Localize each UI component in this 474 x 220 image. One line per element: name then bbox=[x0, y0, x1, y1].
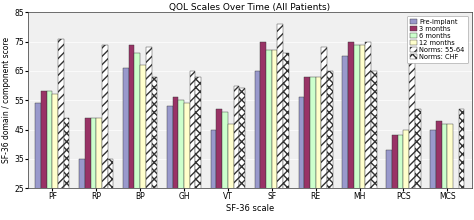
Bar bbox=[430, 130, 436, 220]
X-axis label: SF-36 scale: SF-36 scale bbox=[226, 204, 274, 213]
Bar bbox=[459, 109, 465, 220]
Bar bbox=[91, 118, 96, 220]
Bar bbox=[140, 65, 146, 220]
Bar bbox=[79, 159, 85, 220]
Bar bbox=[260, 42, 266, 220]
Legend: Pre-implant, 3 months, 6 months, 12 months, Norms: 55-64, Norms: CHF: Pre-implant, 3 months, 6 months, 12 mont… bbox=[407, 16, 468, 63]
Bar bbox=[96, 118, 102, 220]
Bar bbox=[108, 159, 113, 220]
Bar bbox=[371, 71, 377, 220]
Bar bbox=[173, 97, 178, 220]
Bar bbox=[46, 92, 52, 220]
Bar bbox=[58, 39, 64, 220]
Bar bbox=[41, 92, 46, 220]
Y-axis label: SF-36 domain / component score: SF-36 domain / component score bbox=[2, 37, 11, 163]
Bar bbox=[167, 106, 173, 220]
Bar bbox=[365, 42, 371, 220]
Bar bbox=[102, 44, 108, 220]
Bar bbox=[129, 44, 135, 220]
Bar bbox=[255, 71, 260, 220]
Bar bbox=[403, 130, 409, 220]
Bar bbox=[222, 112, 228, 220]
Bar bbox=[436, 121, 442, 220]
Bar bbox=[299, 97, 304, 220]
Bar bbox=[348, 42, 354, 220]
Bar bbox=[327, 71, 333, 220]
Bar bbox=[85, 118, 91, 220]
Bar bbox=[386, 150, 392, 220]
Bar bbox=[321, 48, 327, 220]
Bar bbox=[195, 77, 201, 220]
Bar bbox=[360, 44, 365, 220]
Bar bbox=[398, 135, 403, 220]
Bar bbox=[304, 77, 310, 220]
Bar bbox=[190, 71, 195, 220]
Bar bbox=[228, 124, 234, 220]
Bar bbox=[442, 124, 447, 220]
Bar bbox=[277, 24, 283, 220]
Bar bbox=[234, 86, 239, 220]
Bar bbox=[146, 48, 152, 220]
Bar bbox=[35, 103, 41, 220]
Bar bbox=[217, 109, 222, 220]
Bar bbox=[272, 50, 277, 220]
Bar bbox=[266, 50, 272, 220]
Bar bbox=[316, 77, 321, 220]
Bar bbox=[135, 53, 140, 220]
Bar bbox=[64, 118, 70, 220]
Bar bbox=[310, 77, 316, 220]
Bar bbox=[239, 88, 245, 220]
Bar bbox=[123, 68, 129, 220]
Bar bbox=[184, 103, 190, 220]
Bar bbox=[52, 94, 58, 220]
Bar bbox=[415, 109, 420, 220]
Title: QOL Scales Over Time (All Patients): QOL Scales Over Time (All Patients) bbox=[169, 2, 330, 11]
Bar bbox=[447, 124, 453, 220]
Bar bbox=[354, 44, 360, 220]
Bar bbox=[283, 53, 289, 220]
Bar bbox=[211, 130, 217, 220]
Bar bbox=[409, 42, 415, 220]
Bar bbox=[392, 135, 398, 220]
Bar bbox=[342, 56, 348, 220]
Bar bbox=[178, 100, 184, 220]
Bar bbox=[152, 77, 157, 220]
